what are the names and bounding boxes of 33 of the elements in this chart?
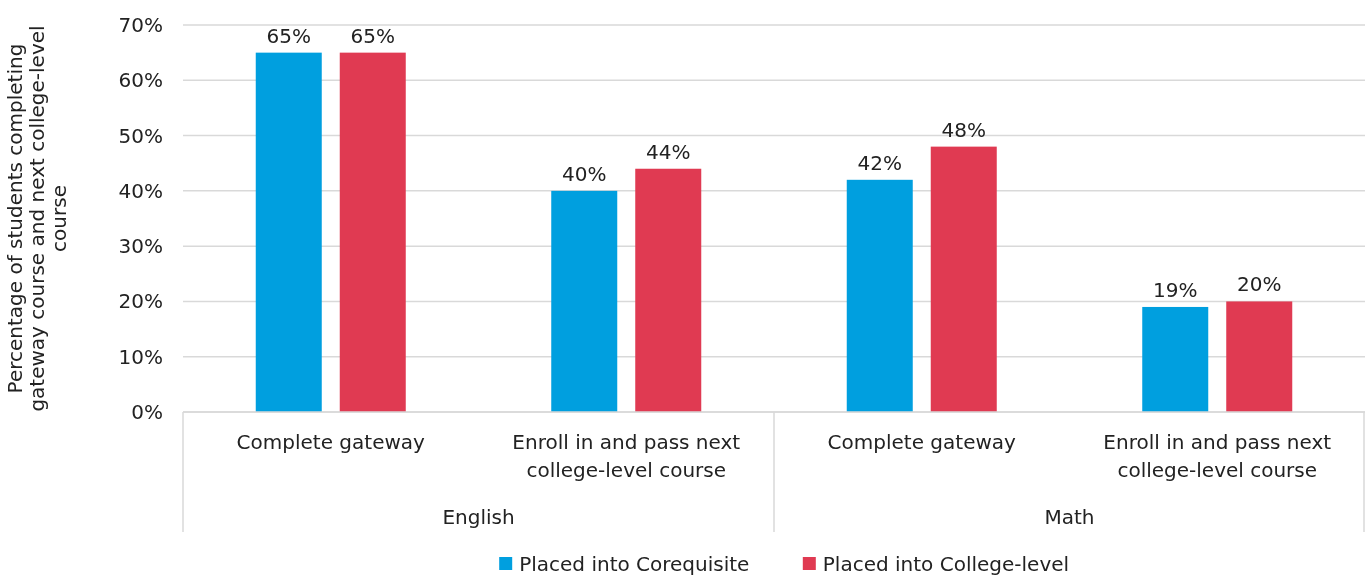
x-tick-label: Complete gateway <box>236 430 426 454</box>
text: Math <box>1044 505 1095 529</box>
y-tick-label: 70% <box>118 13 163 37</box>
bar <box>846 179 913 412</box>
data-label: 65% <box>266 23 311 48</box>
bar <box>1226 301 1293 412</box>
data-label: 44% <box>646 139 691 164</box>
bar <box>930 146 997 412</box>
legend-label: Placed into Corequisite <box>519 552 750 576</box>
bar <box>635 168 702 412</box>
x-tick-label: Enroll in and pass next college-level course <box>512 430 741 482</box>
y-tick-label: 20% <box>118 289 163 314</box>
data-label: 48% <box>941 117 986 142</box>
y-tick-label: 50% <box>118 123 163 148</box>
y-tick-label: 30% <box>118 234 163 259</box>
bar <box>339 52 406 412</box>
text: English <box>442 505 515 529</box>
bar <box>255 52 322 412</box>
data-label: 65% <box>350 23 395 48</box>
x-tick-label: Enroll in and pass next college-level course <box>1103 430 1332 482</box>
data-label: 19% <box>1153 277 1198 302</box>
data-label: 42% <box>857 150 902 175</box>
y-tick-label: 10% <box>118 344 163 369</box>
bar <box>1142 306 1209 412</box>
y-tick-label: 60% <box>118 68 163 93</box>
data-label: 40% <box>562 161 607 186</box>
y-tick-label: 40% <box>118 178 163 203</box>
data-label: 20% <box>1237 272 1282 297</box>
bar <box>551 190 618 412</box>
x-tick-label: Complete gateway <box>827 430 1017 454</box>
y-axis-title: Percentage of students completing gateway course and next college-level course <box>3 25 71 412</box>
y-tick-label: 0% <box>131 400 163 424</box>
legend-label: Placed into College-level <box>822 552 1070 576</box>
